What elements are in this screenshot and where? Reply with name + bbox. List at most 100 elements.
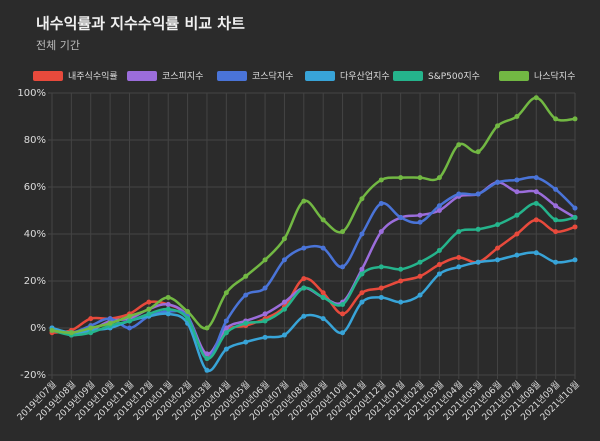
- data-point: [359, 299, 365, 305]
- data-point: [320, 245, 326, 251]
- data-point: [185, 316, 191, 322]
- data-point: [417, 219, 423, 225]
- data-point: [185, 309, 191, 315]
- data-point: [514, 252, 520, 258]
- data-point: [533, 217, 539, 223]
- data-point: [320, 217, 326, 223]
- data-point: [107, 316, 113, 322]
- data-point: [262, 318, 268, 324]
- data-point: [301, 276, 307, 282]
- data-point: [262, 285, 268, 291]
- legend-label: 내주식수익률: [68, 70, 118, 82]
- y-tick-label: 80%: [24, 135, 46, 146]
- y-tick-label: 60%: [24, 182, 46, 193]
- chart-subtitle: 전체 기간: [36, 39, 80, 52]
- data-point: [88, 316, 94, 322]
- data-point: [281, 332, 287, 338]
- data-point: [495, 123, 501, 129]
- data-point: [204, 367, 210, 373]
- data-point: [572, 215, 578, 221]
- legend-swatch: [127, 71, 157, 81]
- data-point: [378, 285, 384, 291]
- data-point: [475, 149, 481, 155]
- data-point: [243, 339, 249, 345]
- data-point: [126, 325, 132, 331]
- data-point: [436, 247, 442, 253]
- legend-label: 나스닥지수: [534, 71, 575, 82]
- data-point: [572, 224, 578, 230]
- data-point: [456, 229, 462, 235]
- data-point: [436, 208, 442, 213]
- data-point: [553, 186, 559, 192]
- data-point: [533, 250, 539, 256]
- data-point: [553, 203, 559, 209]
- y-tick-label: -20%: [20, 370, 46, 381]
- data-point: [456, 255, 462, 260]
- data-point: [243, 273, 249, 279]
- data-point: [495, 245, 501, 251]
- data-point: [553, 259, 559, 265]
- data-point: [436, 271, 442, 277]
- data-point: [475, 259, 481, 265]
- data-point: [204, 351, 210, 357]
- data-point: [320, 294, 326, 300]
- data-point: [533, 200, 539, 206]
- y-tick-label: 20%: [24, 276, 46, 287]
- data-point: [417, 292, 423, 298]
- legend-swatch: [217, 71, 247, 81]
- y-tick-label: 0%: [30, 323, 46, 334]
- legend-label: 다우산업지수: [340, 71, 390, 82]
- data-point: [165, 306, 171, 312]
- series-line: [51, 96, 576, 334]
- data-point: [340, 330, 346, 336]
- data-point: [301, 285, 307, 291]
- data-point: [223, 290, 229, 296]
- y-tick-label: 100%: [17, 88, 46, 99]
- data-point: [398, 266, 404, 272]
- data-point: [340, 264, 346, 270]
- legend-swatch: [305, 71, 335, 81]
- data-point: [398, 175, 404, 181]
- series-line: [51, 202, 576, 360]
- data-point: [165, 302, 171, 307]
- data-point: [456, 191, 462, 197]
- data-point: [495, 222, 501, 228]
- data-point: [495, 257, 501, 263]
- data-point: [436, 203, 442, 209]
- data-point: [301, 313, 307, 319]
- data-point: [495, 179, 501, 185]
- data-point: [436, 262, 442, 268]
- data-point: [514, 114, 520, 119]
- data-point: [340, 311, 346, 317]
- data-point: [378, 177, 384, 183]
- data-point: [456, 142, 462, 148]
- data-point: [146, 299, 152, 305]
- data-point: [572, 257, 578, 263]
- data-point: [340, 302, 346, 307]
- data-point: [398, 278, 404, 284]
- legend-swatch: [393, 71, 423, 81]
- data-point: [320, 316, 326, 322]
- data-point: [301, 245, 307, 251]
- data-point: [553, 116, 559, 122]
- data-point: [146, 306, 152, 312]
- data-point: [475, 226, 481, 232]
- data-point: [553, 217, 559, 223]
- data-point: [262, 257, 268, 263]
- data-point: [49, 327, 55, 333]
- y-tick-label: 40%: [24, 229, 46, 240]
- data-point: [126, 313, 132, 319]
- data-point: [340, 229, 346, 235]
- data-point: [359, 266, 365, 272]
- data-point: [456, 264, 462, 270]
- legend-swatch: [33, 71, 63, 81]
- data-point: [514, 189, 520, 195]
- data-point: [320, 290, 326, 296]
- data-point: [514, 231, 520, 237]
- data-point: [204, 356, 210, 362]
- data-point: [68, 330, 74, 336]
- data-point: [126, 318, 132, 324]
- data-point: [417, 273, 423, 279]
- data-point: [262, 334, 268, 340]
- data-point: [165, 311, 171, 317]
